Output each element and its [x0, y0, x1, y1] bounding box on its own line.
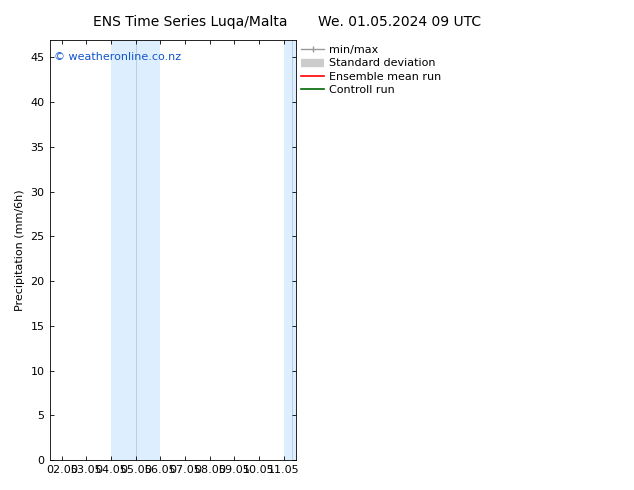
Bar	[111, 40, 160, 460]
Text: ENS Time Series Luqa/Malta: ENS Time Series Luqa/Malta	[93, 15, 287, 29]
Text: © weatheronline.co.nz: © weatheronline.co.nz	[55, 52, 181, 62]
Legend: min/max, Standard deviation, Ensemble mean run, Controll run: min/max, Standard deviation, Ensemble me…	[301, 45, 441, 95]
Text: We. 01.05.2024 09 UTC: We. 01.05.2024 09 UTC	[318, 15, 481, 29]
Y-axis label: Precipitation (mm/6h): Precipitation (mm/6h)	[15, 189, 25, 311]
Bar	[283, 40, 296, 460]
